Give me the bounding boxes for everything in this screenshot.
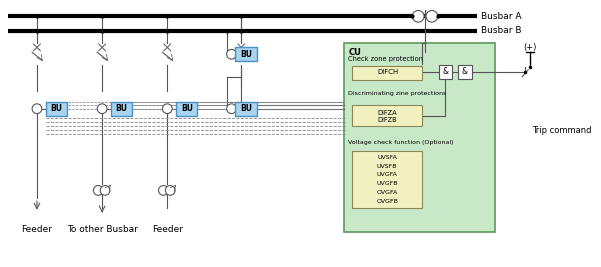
Bar	[236, 48, 257, 61]
Text: BU: BU	[240, 104, 252, 113]
Text: Busbar A: Busbar A	[481, 12, 521, 21]
Circle shape	[426, 10, 438, 22]
Text: UVGFB: UVGFB	[376, 181, 398, 186]
Bar	[111, 102, 132, 116]
Circle shape	[162, 104, 172, 113]
Circle shape	[159, 186, 168, 195]
Text: Feeder: Feeder	[22, 225, 52, 234]
Bar	[176, 102, 198, 116]
Text: To other Busbar: To other Busbar	[67, 225, 138, 234]
Bar	[352, 151, 422, 208]
Text: UVGFA: UVGFA	[377, 172, 398, 177]
Text: BU: BU	[50, 104, 63, 113]
Text: Trip command: Trip command	[532, 125, 591, 135]
Text: &: &	[462, 67, 468, 76]
Text: BU: BU	[115, 104, 127, 113]
Text: &: &	[442, 67, 448, 76]
Text: DIFZA: DIFZA	[377, 109, 397, 116]
Bar	[236, 102, 257, 116]
Text: Check zone protection: Check zone protection	[348, 56, 423, 62]
Circle shape	[100, 186, 110, 195]
Text: Voltage check function (Optional): Voltage check function (Optional)	[348, 140, 454, 145]
Text: OVGFA: OVGFA	[376, 190, 398, 195]
Circle shape	[412, 10, 424, 22]
Text: BU: BU	[181, 104, 193, 113]
Text: DIFCH: DIFCH	[377, 69, 398, 75]
Bar	[46, 102, 67, 116]
Circle shape	[227, 49, 236, 59]
Text: BU: BU	[240, 50, 252, 59]
Circle shape	[227, 104, 236, 113]
Text: UVSFA: UVSFA	[377, 155, 397, 160]
Circle shape	[165, 186, 175, 195]
Circle shape	[97, 104, 107, 113]
Text: CU: CU	[348, 48, 361, 57]
Bar	[352, 105, 422, 126]
Text: OVGFB: OVGFB	[376, 199, 398, 204]
Text: Feeder: Feeder	[152, 225, 183, 234]
Text: Discriminating zine protections: Discriminating zine protections	[348, 91, 447, 96]
Text: Busbar B: Busbar B	[481, 26, 521, 36]
Bar	[439, 65, 453, 78]
Bar	[344, 42, 495, 232]
Text: UVSFB: UVSFB	[377, 164, 397, 168]
Text: (+): (+)	[523, 43, 537, 52]
Circle shape	[32, 104, 42, 113]
Text: DIFZB: DIFZB	[377, 117, 397, 123]
Bar	[458, 65, 472, 78]
Bar	[352, 66, 422, 80]
Circle shape	[93, 186, 103, 195]
